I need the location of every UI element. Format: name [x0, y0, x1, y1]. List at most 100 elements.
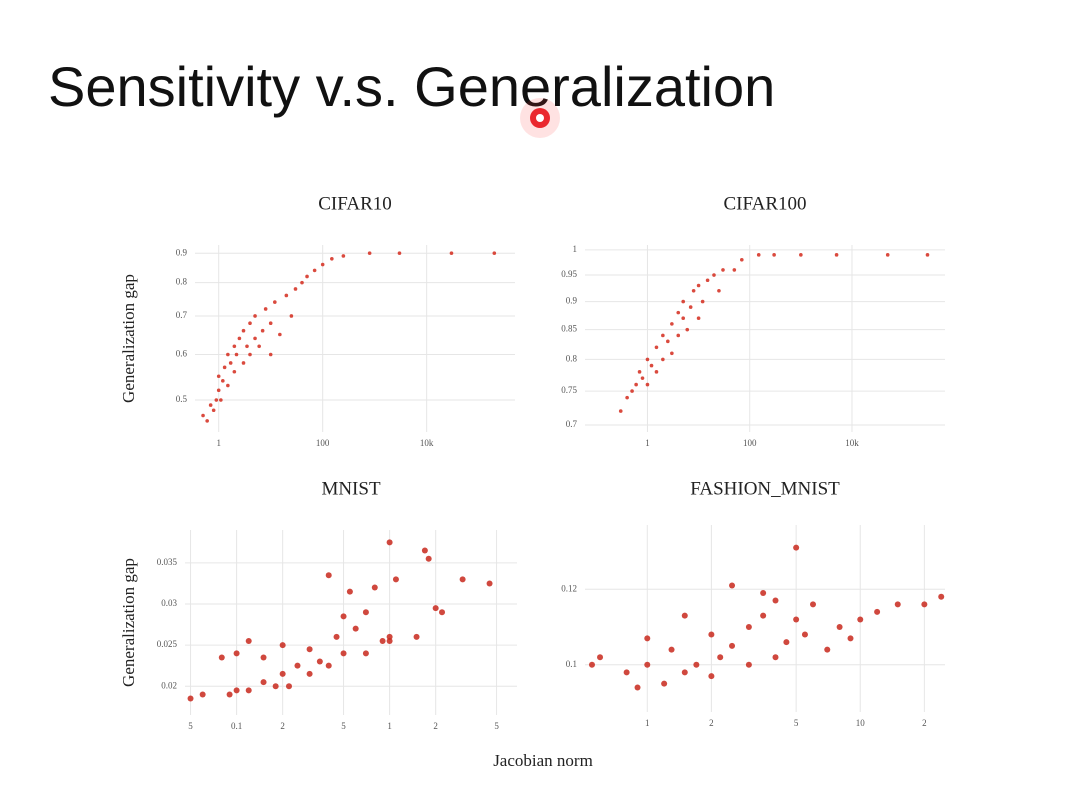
point [625, 395, 629, 400]
point [670, 351, 674, 356]
point [237, 336, 242, 341]
point [253, 314, 257, 318]
x-tick-label: 2 [280, 721, 285, 731]
y-tick-label: 0.9 [176, 247, 188, 257]
point [278, 332, 282, 337]
y-axis-label: Generalization gap [119, 274, 138, 403]
point [260, 654, 267, 661]
point [413, 633, 420, 640]
point [732, 268, 737, 272]
point [392, 576, 399, 583]
point [623, 669, 630, 676]
point [253, 336, 257, 341]
point [245, 344, 249, 349]
point [221, 379, 225, 383]
point [745, 624, 752, 630]
point [597, 654, 604, 661]
chart-title: CIFAR10 [318, 193, 392, 214]
point [618, 409, 623, 413]
y-tick-label: 0.035 [157, 557, 178, 567]
y-tick-label: 0.7 [566, 419, 578, 429]
point [316, 658, 323, 665]
x-tick-label: 2 [709, 718, 714, 728]
point [799, 253, 803, 257]
x-tick-label: 2 [922, 718, 927, 728]
point [588, 661, 595, 668]
point [312, 268, 317, 273]
y-tick-label: 0.9 [566, 296, 578, 306]
point [439, 609, 446, 616]
point [745, 661, 752, 668]
point [325, 572, 332, 579]
point [330, 257, 334, 261]
point [793, 616, 800, 623]
x-tick-label: 100 [316, 438, 330, 448]
point [700, 299, 705, 304]
point [222, 365, 227, 370]
slide-title: Sensitivity v.s. Generalization [48, 55, 775, 118]
point [371, 584, 378, 591]
point [938, 593, 945, 600]
point [634, 684, 641, 691]
point [645, 357, 650, 362]
point [644, 661, 651, 668]
point [681, 669, 688, 676]
point [340, 650, 347, 657]
y-tick-label: 0.7 [176, 310, 188, 320]
x-axis-label: Jacobian norm [493, 751, 593, 770]
y-tick-label: 0.025 [157, 639, 178, 649]
point [379, 638, 386, 644]
point [263, 307, 268, 311]
point [305, 274, 309, 279]
point [670, 322, 674, 326]
point [257, 344, 261, 349]
y-tick-label: 1 [573, 244, 578, 254]
y-tick-label: 0.6 [176, 349, 188, 359]
point [661, 680, 668, 687]
point [801, 631, 808, 638]
point [649, 363, 654, 368]
y-tick-label: 0.85 [561, 324, 577, 334]
point [362, 650, 369, 657]
point [708, 631, 715, 638]
point [226, 691, 233, 698]
point [187, 695, 194, 702]
point [218, 654, 225, 661]
point [486, 580, 493, 587]
x-tick-label: 0.1 [231, 721, 242, 731]
point [705, 278, 710, 283]
point [834, 253, 839, 257]
point [894, 601, 901, 608]
point [279, 670, 286, 677]
point [654, 345, 659, 350]
point [729, 582, 736, 589]
point [233, 687, 240, 694]
point [362, 609, 369, 616]
point [421, 547, 428, 554]
x-tick-label: 5 [341, 721, 346, 731]
point [226, 352, 230, 357]
point [320, 262, 325, 267]
point [340, 613, 347, 620]
point [273, 300, 277, 304]
x-tick-label: 2 [433, 721, 438, 731]
point [760, 612, 767, 619]
point [268, 321, 273, 326]
point [211, 408, 216, 413]
point [676, 333, 681, 338]
point [740, 257, 744, 262]
y-tick-label: 0.8 [176, 277, 188, 287]
point [654, 370, 659, 374]
point [676, 310, 681, 315]
point [285, 683, 292, 690]
point [921, 601, 928, 608]
point [637, 370, 642, 374]
point [386, 539, 393, 546]
chart-title: MNIST [321, 478, 381, 499]
point [681, 316, 686, 321]
point [772, 597, 779, 604]
point [272, 683, 279, 690]
point [386, 633, 393, 640]
